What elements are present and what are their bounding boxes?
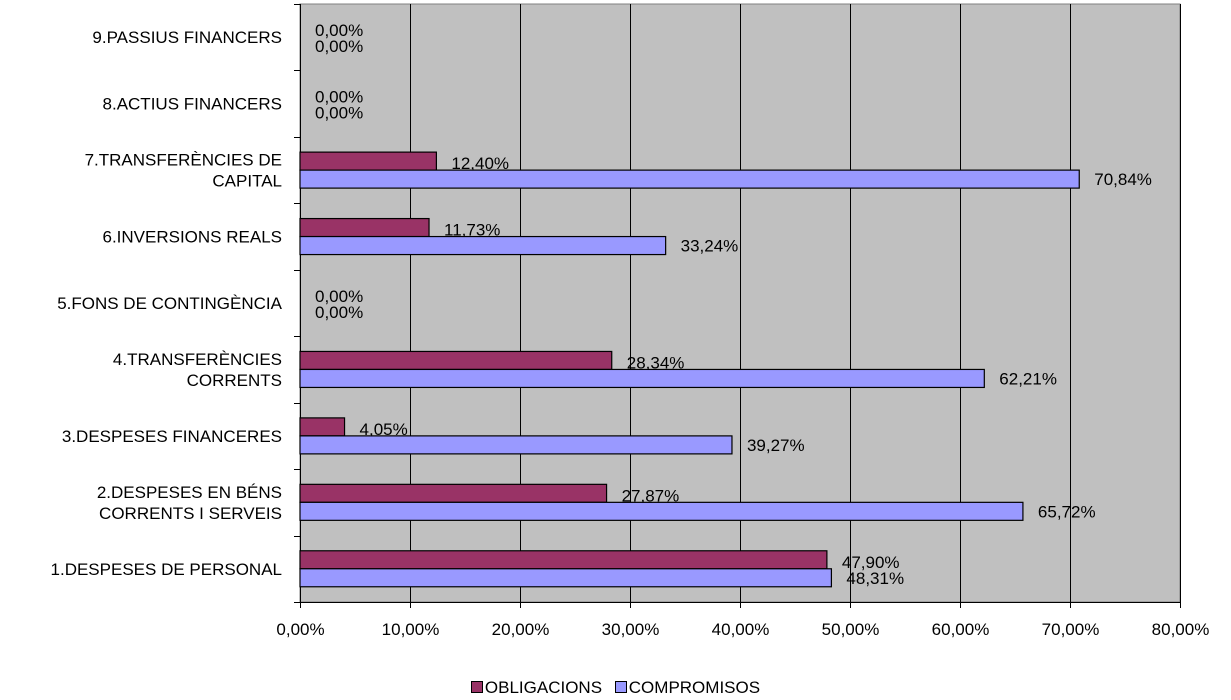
bar-obligacions bbox=[299, 151, 437, 171]
data-label-compromisos: 70,84% bbox=[1094, 170, 1152, 189]
data-label-obligacions: 27,87% bbox=[622, 486, 680, 505]
x-tick-label: 70,00% bbox=[1042, 620, 1100, 639]
category-label: 6.INVERSIONS REALS bbox=[102, 228, 282, 247]
bar-compromisos bbox=[299, 169, 1080, 189]
category-label: 2.DESPESES EN BÉNS CORRENTS I SERVEIS bbox=[97, 483, 282, 523]
category-label-line: CORRENTS I SERVEIS bbox=[99, 504, 282, 523]
category-label: 9.PASSIUS FINANCERS bbox=[92, 28, 282, 47]
category-label-line: 2.DESPESES EN BÉNS bbox=[97, 483, 282, 502]
legend-item-obligacions: OBLIGACIONS bbox=[470, 678, 603, 698]
category-label-line: 7.TRANSFERÈNCIES DE bbox=[85, 151, 282, 170]
legend-label-obligacions: OBLIGACIONS bbox=[484, 678, 603, 697]
bar-compromisos bbox=[299, 435, 733, 455]
category-label-line: 6.INVERSIONS REALS bbox=[102, 228, 282, 247]
data-label-obligacions: 4,05% bbox=[360, 420, 408, 439]
data-label-compromisos: 62,21% bbox=[999, 369, 1057, 388]
data-label-obligacions: 28,34% bbox=[627, 353, 685, 372]
data-label-compromisos: 39,27% bbox=[747, 436, 805, 455]
category-label: 3.DESPESES FINANCERES bbox=[62, 427, 282, 446]
category-label-line: 3.DESPESES FINANCERES bbox=[62, 427, 282, 446]
bar-chart: 0,00% 10,00% 20,00% 30,00% 40,00% 50,00% 60,00… bbox=[51, 3, 1210, 639]
category-label: 7.TRANSFERÈNCIES DE CAPITAL bbox=[85, 151, 282, 191]
category-label-line: 1.DESPESES DE PERSONAL bbox=[51, 560, 282, 579]
category-label-line: CAPITAL bbox=[212, 172, 282, 191]
bar-obligacions bbox=[299, 350, 613, 371]
data-label-compromisos: 48,31% bbox=[846, 569, 904, 588]
data-label-compromisos: 0,00% bbox=[315, 37, 363, 56]
data-label-obligacions: 0,00% bbox=[315, 287, 363, 306]
x-tick-label: 20,00% bbox=[492, 620, 550, 639]
category-label: 1.DESPESES DE PERSONAL bbox=[51, 560, 282, 579]
category-label: 8.ACTIUS FINANCERS bbox=[103, 95, 282, 114]
category-label: 5.FONS DE CONTINGÈNCIA bbox=[57, 294, 282, 313]
data-label-obligacions: 0,00% bbox=[315, 88, 363, 107]
legend-item-compromisos: COMPROMISOS bbox=[614, 678, 761, 698]
category-label-line: 4.TRANSFERÈNCIES bbox=[113, 350, 282, 369]
bar-compromisos bbox=[299, 568, 833, 588]
data-label-obligacions: 11,73% bbox=[444, 221, 500, 240]
bar-obligacions bbox=[299, 550, 828, 570]
data-label-compromisos: 65,72% bbox=[1038, 502, 1096, 521]
data-label-compromisos: 0,00% bbox=[315, 104, 363, 123]
bar-compromisos bbox=[299, 501, 1024, 521]
legend-swatch-compromisos bbox=[614, 681, 627, 693]
legend-swatch-obligacions bbox=[470, 681, 483, 693]
bar-compromisos bbox=[299, 235, 667, 256]
category-label-line: 9.PASSIUS FINANCERS bbox=[92, 28, 282, 47]
x-tick-label: 30,00% bbox=[602, 620, 660, 639]
category-label: 4.TRANSFERÈNCIES CORRENTS bbox=[113, 350, 282, 390]
category-label-line: 5.FONS DE CONTINGÈNCIA bbox=[57, 294, 282, 313]
x-tick-label: 60,00% bbox=[932, 620, 990, 639]
legend-label-compromisos: COMPROMISOS bbox=[628, 678, 761, 697]
x-tick-label: 10,00% bbox=[382, 620, 440, 639]
data-label-obligacions: 47,90% bbox=[842, 553, 900, 572]
bar-compromisos bbox=[299, 368, 985, 389]
data-label-obligacions: 0,00% bbox=[315, 21, 363, 40]
x-tick-label: 80,00% bbox=[1152, 620, 1210, 639]
chart-legend: OBLIGACIONS COMPROMISOS bbox=[0, 678, 1231, 698]
bar-obligacions bbox=[299, 483, 608, 503]
data-label-obligacions: 12,40% bbox=[451, 154, 509, 173]
x-tick-label: 40,00% bbox=[712, 620, 770, 639]
x-tick-label: 50,00% bbox=[822, 620, 880, 639]
data-label-compromisos: 33,24% bbox=[681, 237, 739, 256]
category-label-line: CORRENTS bbox=[187, 371, 282, 390]
bar-obligacions bbox=[299, 417, 346, 437]
category-label-line: 8.ACTIUS FINANCERS bbox=[103, 95, 282, 114]
bar-obligacions bbox=[299, 217, 430, 238]
x-tick-label: 0,00% bbox=[276, 620, 324, 639]
data-label-compromisos: 0,00% bbox=[315, 303, 363, 322]
